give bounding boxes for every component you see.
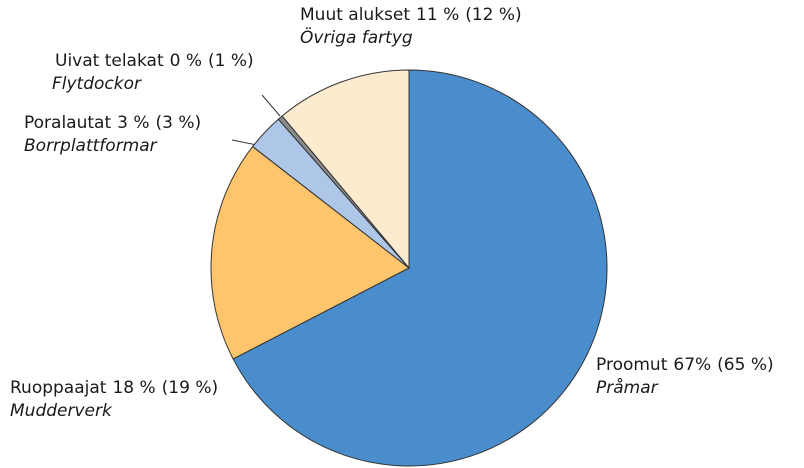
previous-label: (12 %) (465, 5, 521, 25)
previous-label: (3 %) (156, 113, 202, 133)
leader-line (261, 94, 281, 117)
slice-label: Muut alukset 11 % (12 %) (300, 5, 522, 25)
translation-label: Övriga fartyg (300, 26, 413, 48)
category-name: Muut alukset (300, 5, 410, 25)
category-name: Poralautat (24, 113, 111, 133)
category-name: Uivat telakat (55, 51, 164, 71)
pie-slice (232, 69, 608, 467)
slice-label: Ruoppaajat 18 % (19 %) (10, 378, 218, 398)
slice-label: Poralautat 3 % (3 %) (24, 113, 201, 133)
previous-label: (65 %) (717, 355, 773, 375)
translation-label: Mudderverk (10, 401, 113, 421)
value-label: 18 % (112, 378, 155, 398)
previous-label: (1 %) (208, 51, 254, 71)
value-label: 0 % (170, 51, 202, 71)
pie-slice (281, 69, 410, 270)
slice-label: Uivat telakat 0 % (1 %) (55, 51, 254, 71)
value-label: 3 % (117, 113, 149, 133)
previous-label: (19 %) (162, 378, 218, 398)
slice-label: Proomut 67% (65 %) (596, 355, 774, 375)
value-label: 67% (673, 355, 711, 375)
value-label: 11 % (416, 5, 459, 25)
pie-slice (210, 145, 410, 360)
category-name: Proomut (596, 355, 668, 375)
translation-label: Borrplattformar (24, 136, 158, 156)
category-name: Ruoppaajat (10, 378, 107, 398)
translation-label: Pråmar (596, 377, 659, 398)
translation-label: Flytdockor (52, 74, 142, 94)
